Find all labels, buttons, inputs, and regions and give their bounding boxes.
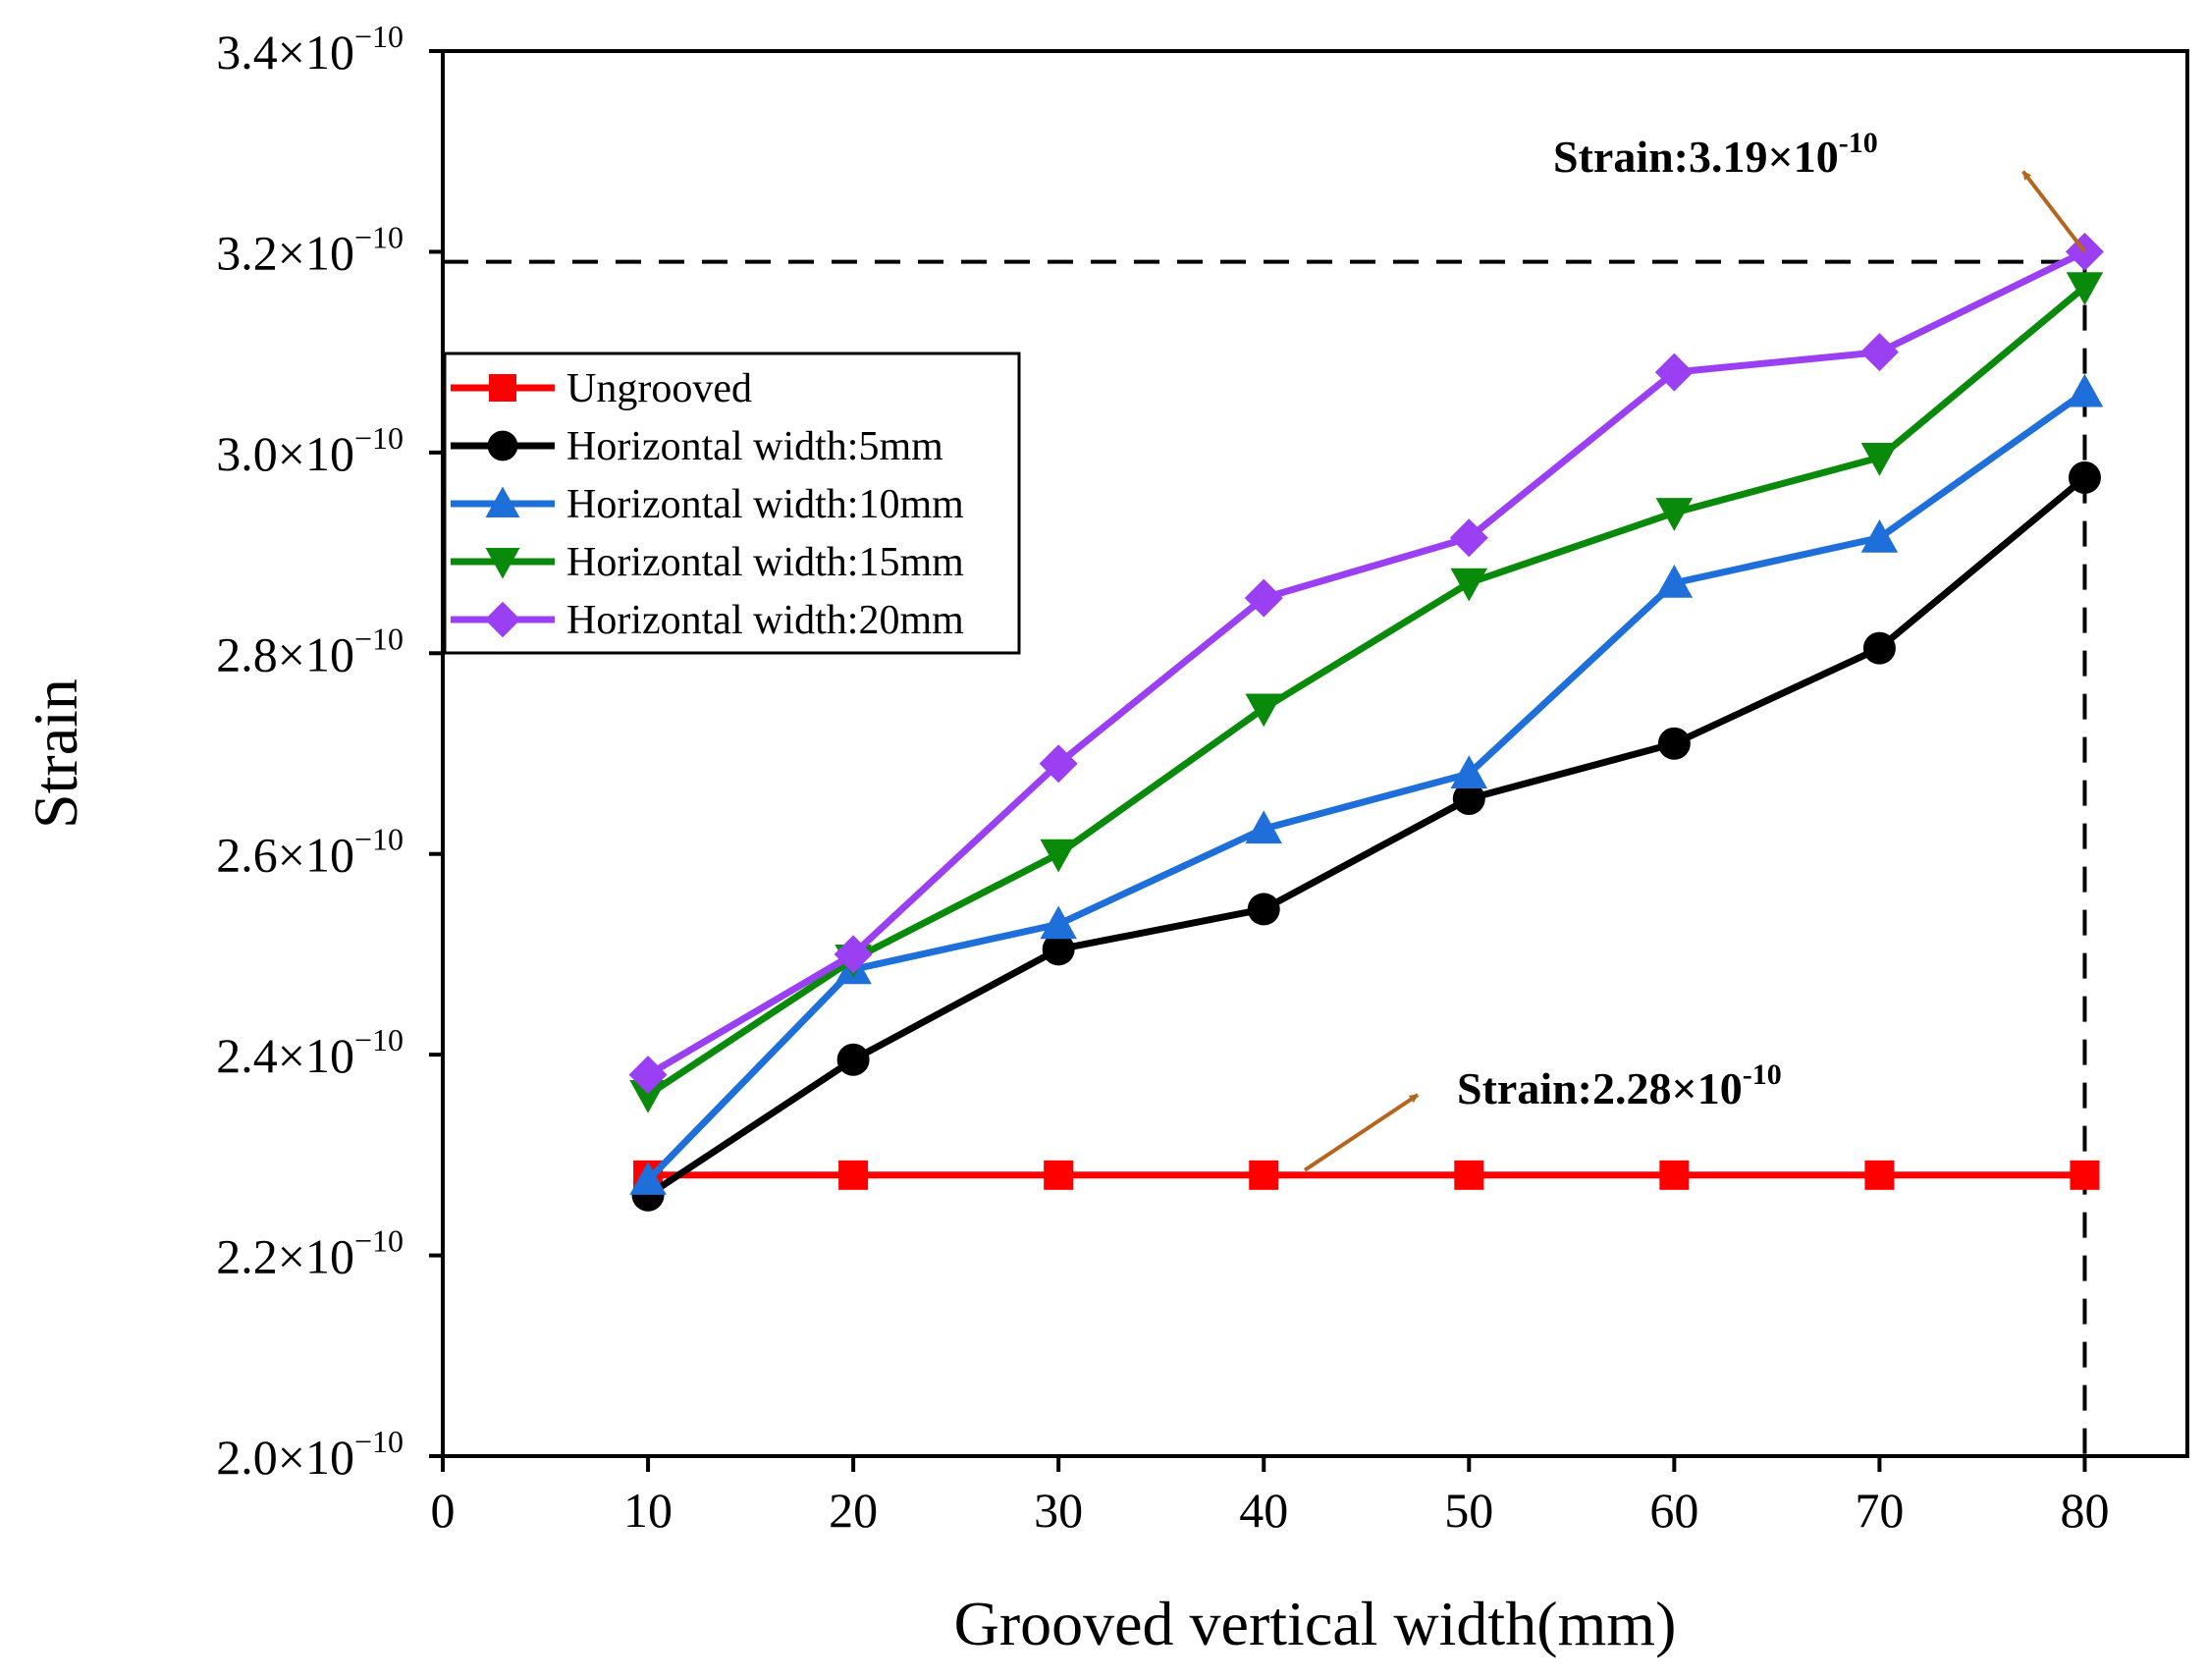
legend-label: Horizontal width:5mm — [566, 424, 943, 469]
data-point — [1657, 727, 1691, 760]
legend-marker — [487, 430, 518, 461]
data-point — [1454, 1160, 1484, 1190]
legend-entry: Horizontal width:15mm — [451, 540, 964, 585]
reference-lines — [443, 259, 2087, 1456]
x-axis-title: Grooved vertical width(mm) — [954, 1589, 1677, 1658]
data-point — [1860, 442, 1899, 476]
data-point — [1655, 498, 1694, 531]
data-point — [2068, 461, 2101, 494]
x-axis: 0 10 20 30 40 50 60 70 80 — [431, 1456, 2109, 1538]
y-tick-label: 3.0×10−10 — [216, 420, 404, 481]
legend-label: Ungrooved — [566, 366, 752, 411]
data-point — [1245, 810, 1282, 844]
data-point — [1452, 782, 1485, 815]
data-point — [1040, 839, 1077, 873]
x-tick-label: 40 — [1239, 1483, 1288, 1538]
series-line — [646, 248, 2087, 1078]
legend-entry: Horizontal width:20mm — [451, 598, 964, 643]
series-layer — [628, 232, 2104, 1212]
x-tick-label: 10 — [623, 1483, 673, 1538]
data-point — [629, 1080, 667, 1113]
series-0 — [633, 1160, 2100, 1190]
data-point — [1249, 1160, 1279, 1190]
x-tick-label: 20 — [829, 1483, 878, 1538]
data-point — [1659, 1160, 1690, 1190]
y-tick-label: 2.8×10−10 — [216, 621, 404, 681]
data-point — [1655, 564, 1694, 598]
annotation: Strain:3.19×10-10 — [1553, 127, 2087, 253]
legend-marker — [485, 486, 520, 517]
data-point — [1244, 578, 1283, 618]
x-tick-label: 60 — [1649, 1483, 1698, 1538]
data-point — [1039, 744, 1078, 784]
series-line — [646, 474, 2087, 1199]
y-tick-label: 2.0×10−10 — [216, 1424, 404, 1485]
data-point — [1245, 693, 1282, 728]
y-tick-label: 3.4×10−10 — [216, 19, 404, 80]
legend-marker — [489, 374, 516, 402]
data-point — [1860, 518, 1899, 553]
legend-label: Horizontal width:15mm — [566, 540, 964, 585]
data-point — [1862, 631, 1896, 665]
data-point — [1040, 905, 1077, 940]
x-tick-label: 30 — [1034, 1483, 1083, 1538]
data-point — [836, 1043, 870, 1076]
series-1 — [631, 461, 2101, 1212]
data-point — [2070, 1160, 2100, 1190]
legend-entry: Horizontal width:10mm — [451, 482, 964, 527]
data-point — [838, 1160, 869, 1190]
legend: Ungrooved Horizontal width:5mm Horizontal … — [443, 352, 1021, 655]
y-tick-label: 2.2×10−10 — [216, 1223, 404, 1284]
plot-frame — [441, 49, 2189, 1458]
legend-marker — [484, 601, 521, 638]
data-point — [1859, 333, 1899, 372]
annotations: Strain:3.19×10-10 Strain:2.28×10-10 — [1303, 127, 2087, 1172]
data-point — [2066, 272, 2104, 305]
y-tick-label: 2.6×10−10 — [216, 822, 404, 883]
data-point — [1449, 518, 1488, 558]
legend-entry: Ungrooved — [451, 366, 752, 411]
data-point — [2066, 373, 2104, 407]
annotation-arrow — [1303, 1093, 1420, 1172]
y-tick-label: 2.4×10−10 — [216, 1022, 404, 1083]
annotation: Strain:2.28×10-10 — [1303, 1058, 1782, 1172]
annotation-arrow — [2021, 170, 2087, 253]
x-tick-label: 70 — [1855, 1483, 1904, 1538]
series-4 — [628, 232, 2104, 1095]
legend-entry: Horizontal width:5mm — [451, 424, 943, 469]
data-point — [628, 1056, 668, 1095]
data-point — [1654, 352, 1694, 392]
data-point — [1450, 755, 1488, 788]
y-axis: 2.0×10−10 2.2×10−10 2.4×10−10 2.6×10−10 2.8×… — [216, 19, 443, 1485]
annotation-label: Strain:3.19×10-10 — [1553, 127, 1878, 182]
data-point — [629, 1162, 667, 1195]
legend-label: Horizontal width:20mm — [566, 598, 964, 643]
legend-marker — [485, 548, 520, 579]
data-point — [834, 935, 873, 974]
series-line — [646, 284, 2087, 1098]
y-axis-title: Strain — [21, 678, 90, 829]
legend-label: Horizontal width:10mm — [566, 482, 964, 527]
series-line — [645, 389, 2087, 1183]
y-tick-label: 3.2×10−10 — [216, 219, 404, 280]
data-point — [1044, 1160, 1074, 1190]
data-point — [1450, 568, 1488, 602]
annotation-label: Strain:2.28×10-10 — [1457, 1058, 1782, 1113]
data-point — [1247, 893, 1280, 926]
data-point — [1864, 1160, 1895, 1190]
x-tick-label: 0 — [431, 1483, 456, 1538]
data-point — [1042, 933, 1075, 966]
x-tick-label: 50 — [1444, 1483, 1493, 1538]
series-2 — [629, 373, 2104, 1195]
x-tick-label: 80 — [2060, 1483, 2109, 1538]
